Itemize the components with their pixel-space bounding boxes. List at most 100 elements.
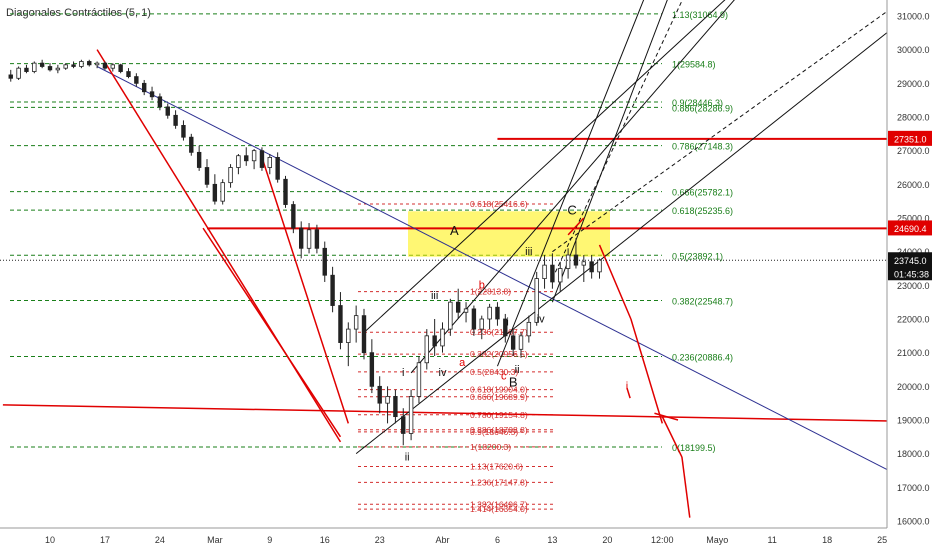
- green-fib-label: 0.786(27148.3): [672, 142, 733, 152]
- candle-body: [204, 167, 210, 185]
- x-tick-label: 25: [877, 535, 887, 545]
- y-tick-label: 26000.0: [897, 180, 930, 190]
- wave-label: C: [567, 203, 576, 218]
- green-fib-label: 0.382(22548.7): [672, 297, 733, 307]
- red-fib-label: 1.414(16354.0): [470, 504, 528, 514]
- candle-body: [361, 315, 367, 354]
- wave-label: iv: [537, 313, 545, 325]
- red-arrow-c: [567, 217, 585, 236]
- red-fib-label: 0.666(19689.9): [470, 392, 528, 402]
- candle-body: [526, 321, 532, 337]
- red-projection-5: [681, 456, 691, 518]
- candle-body: [94, 62, 100, 66]
- x-tick-label: 18: [822, 535, 832, 545]
- red-fib-label: 0.236(21607.7): [470, 327, 528, 337]
- red-fib-label: 0.618(25416.6): [470, 199, 528, 209]
- candle-body: [542, 264, 547, 279]
- candle-body: [346, 328, 351, 343]
- candle-body: [228, 167, 233, 184]
- candle-body: [534, 278, 539, 323]
- highlight-zone-layer: [408, 211, 610, 257]
- green-fib-label: 0.9(28446.3): [672, 98, 723, 108]
- candle-body: [134, 76, 139, 84]
- y-tick-label: 27000.0: [897, 146, 930, 156]
- candle-body: [165, 106, 170, 116]
- candles-layer: [8, 59, 602, 446]
- fan-line-2: [551, 0, 668, 303]
- candle-body: [353, 315, 359, 330]
- candle-body: [196, 151, 202, 168]
- candle-body: [173, 114, 178, 126]
- candle-body: [503, 318, 508, 337]
- candle-body: [471, 308, 477, 330]
- candle-body: [306, 229, 312, 249]
- candle-body: [291, 204, 296, 229]
- y-tick-label: 22000.0: [897, 315, 930, 325]
- candle-body: [39, 62, 45, 67]
- candle-body: [47, 66, 53, 71]
- candle-body: [487, 306, 492, 320]
- target-zone: [408, 211, 610, 257]
- candle-body: [558, 268, 563, 283]
- wave-label: i: [402, 367, 404, 379]
- y-tick-label: 18000.0: [897, 449, 930, 459]
- current-price-label: 23745.0: [894, 256, 927, 266]
- green-fib-label: 1.13(31064.9): [672, 10, 728, 20]
- candle-body: [455, 301, 461, 313]
- red-fib-label: 1.236(17147.8): [470, 477, 528, 487]
- x-tick-label: Mar: [207, 535, 223, 545]
- candle-body: [408, 396, 414, 434]
- wave-label: c: [501, 371, 507, 383]
- green-fib-label: 1(29584.8): [672, 60, 716, 70]
- candle-body: [8, 74, 13, 79]
- candle-body: [322, 247, 327, 276]
- x-tick-label: 11: [768, 535, 777, 545]
- candle-body: [87, 61, 92, 66]
- fan-line-1: [496, 0, 645, 367]
- candle-body: [102, 62, 108, 69]
- candle-body: [149, 91, 155, 98]
- wave-label: i: [506, 317, 508, 329]
- green-fib-label: 0.886(28286.9): [672, 103, 733, 113]
- y-tick-label: 23000.0: [897, 281, 930, 291]
- red-projection-2: [630, 318, 664, 424]
- candle-body: [338, 305, 343, 343]
- red-fib-label: 0.618(19904.0): [470, 385, 528, 395]
- wave-label: iv: [439, 367, 447, 379]
- candle-body: [385, 396, 390, 404]
- candle-body: [597, 259, 602, 273]
- channel-mid: [410, 0, 735, 374]
- candle-body: [55, 67, 61, 71]
- blue-downtrend-line: [96, 66, 926, 490]
- candle-body: [495, 306, 500, 320]
- candle-body: [510, 335, 516, 350]
- red-fib-label: 0.9(18646.5): [470, 427, 518, 437]
- wave-label: i: [626, 381, 628, 393]
- candle-body: [565, 254, 571, 269]
- x-tick-label: 6: [495, 535, 500, 545]
- candle-body: [63, 64, 68, 69]
- red-wedge-inner: [261, 157, 350, 424]
- chart-title: Diagonales Contráctiles (5, 1): [6, 7, 151, 19]
- x-tick-label: 17: [100, 535, 110, 545]
- y-tick-label: 30000.0: [897, 45, 930, 55]
- green-fib-levels: 1.13(31064.9)1(29584.8)0.9(28446.3)0.886…: [10, 10, 733, 453]
- red-fib-label: 1.382(16496.7): [470, 499, 528, 509]
- candle-body: [32, 62, 37, 72]
- y-tick-label: 21000.0: [897, 348, 930, 358]
- x-tick-label: 24: [155, 535, 165, 545]
- candle-body: [463, 308, 469, 313]
- red-fib-label: 0.886(18708.8): [470, 425, 528, 435]
- channel-upper: [363, 0, 726, 333]
- wave-label: iii: [431, 290, 438, 302]
- wave-label: b: [479, 280, 485, 292]
- x-tick-label: Mayo: [706, 535, 728, 545]
- red-wedge-base: [202, 227, 342, 438]
- candle-body: [314, 229, 320, 249]
- candle-body: [550, 264, 555, 283]
- candle-body: [71, 64, 76, 67]
- x-tick-label: 12:00: [651, 535, 674, 545]
- candle-body: [251, 150, 257, 162]
